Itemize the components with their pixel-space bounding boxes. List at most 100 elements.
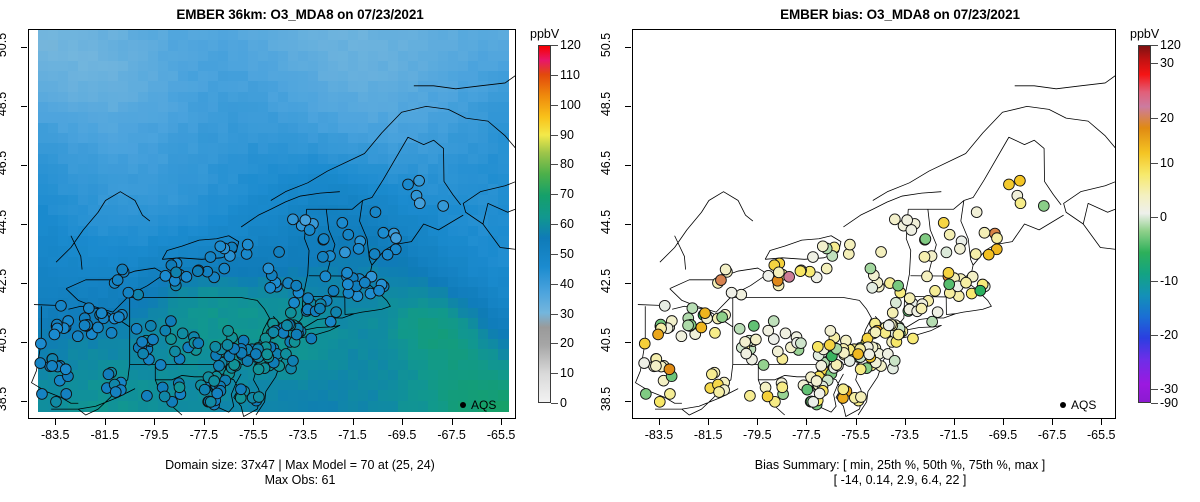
aqs-site-marker <box>767 315 780 327</box>
model-grid-cell <box>378 50 389 62</box>
model-grid-cell <box>348 318 359 330</box>
model-grid-cell <box>498 266 509 278</box>
model-grid-cell <box>258 194 269 206</box>
model-grid-cell <box>308 380 319 391</box>
model-grid-cell <box>48 287 59 299</box>
model-grid-cell <box>178 277 189 289</box>
model-grid-cell <box>38 143 49 155</box>
model-grid-cell <box>428 153 439 165</box>
model-grid-cell <box>478 380 489 391</box>
model-grid-cell <box>118 359 129 371</box>
model-grid-cell <box>258 60 269 72</box>
model-grid-cell <box>248 91 259 103</box>
model-grid-cell <box>398 122 409 134</box>
model-grid-cell <box>398 390 409 402</box>
model-grid-cell <box>418 91 429 103</box>
model-grid-cell <box>488 50 499 62</box>
aqs-site-marker <box>779 327 792 340</box>
model-grid-cell <box>348 122 359 134</box>
model-grid-cell <box>58 112 69 124</box>
model-grid-cell <box>308 256 319 268</box>
model-grid-cell <box>368 153 379 165</box>
model-grid-cell <box>468 194 479 206</box>
aqs-site-marker <box>699 307 711 319</box>
model-grid-cell <box>358 338 369 350</box>
colorbar-tick-label: 30 <box>560 306 574 321</box>
model-grid-cell <box>168 143 179 155</box>
model-grid-cell <box>288 205 299 216</box>
model-grid-cell <box>78 400 89 412</box>
model-grid-cell <box>98 266 109 278</box>
aqs-site-marker <box>59 363 72 376</box>
model-grid-cell <box>408 112 419 124</box>
model-grid-cell <box>158 235 169 247</box>
model-grid-cell <box>278 287 289 299</box>
model-grid-cell <box>398 287 409 299</box>
aqs-site-marker <box>855 391 867 403</box>
model-grid-cell <box>118 50 129 62</box>
panel-bias-title: EMBER bias: O3_MDA8 on 07/23/2021 <box>780 7 1020 22</box>
aqs-site-marker <box>942 267 955 279</box>
model-grid-cell <box>228 235 239 247</box>
model-grid-cell <box>348 297 359 309</box>
model-grid-cell <box>298 71 309 83</box>
aqs-site-marker <box>60 388 73 400</box>
model-grid-cell <box>88 266 99 278</box>
aqs-site-marker <box>892 328 905 341</box>
model-grid-cell <box>178 205 189 216</box>
model-grid-cell <box>288 256 299 268</box>
model-grid-cell <box>48 266 59 278</box>
model-grid-cell <box>358 174 369 186</box>
aqs-site-marker <box>931 306 944 318</box>
model-grid-cell <box>498 143 509 155</box>
model-grid-cell <box>308 81 319 93</box>
model-grid-cell <box>368 132 379 144</box>
model-grid-cell <box>158 153 169 165</box>
model-grid-cell <box>358 328 369 340</box>
model-grid-cell <box>478 184 489 196</box>
model-grid-cell <box>148 215 159 227</box>
model-grid-cell <box>208 50 219 62</box>
model-grid-cell <box>58 60 69 72</box>
model-grid-cell <box>338 71 349 83</box>
model-grid-cell <box>388 40 399 52</box>
model-grid-cell <box>408 153 419 165</box>
model-grid-cell <box>428 194 439 206</box>
model-grid-cell <box>218 308 229 319</box>
model-grid-cell <box>138 143 149 155</box>
model-grid-cell <box>498 380 509 391</box>
model-grid-cell <box>88 143 99 155</box>
model-grid-cell <box>478 390 489 402</box>
model-grid-cell <box>158 225 169 237</box>
model-grid-cell <box>448 163 459 175</box>
model-grid-cell <box>438 390 449 402</box>
model-grid-cell <box>348 380 359 391</box>
model-grid-cell <box>428 184 439 196</box>
aqs-site-marker <box>218 262 231 275</box>
model-grid-cell <box>48 277 59 289</box>
model-grid-cell <box>188 277 199 289</box>
aqs-site-marker <box>358 276 371 289</box>
model-grid-cell <box>258 102 269 113</box>
aqs-site-marker <box>299 214 312 226</box>
bias-aqs-legend-label: AQS <box>1071 398 1097 412</box>
model-grid-cell <box>268 81 279 93</box>
model-grid-cell <box>248 369 259 381</box>
model-grid-cell <box>108 91 119 103</box>
model-grid-cell <box>58 338 69 350</box>
model-grid-cell <box>138 297 149 309</box>
model-grid-cell <box>278 225 289 237</box>
model-grid-cell <box>38 297 49 309</box>
model-grid-cell <box>498 122 509 134</box>
model-grid-cell <box>198 143 209 155</box>
model-grid-cell <box>468 122 479 134</box>
model-grid-cell <box>388 91 399 103</box>
aqs-site-marker <box>761 390 774 403</box>
model-grid-cell <box>428 246 439 258</box>
model-grid-cell <box>198 287 209 299</box>
model-grid-cell <box>98 225 109 237</box>
model-grid-cell <box>288 30 299 41</box>
model-grid-cell <box>458 112 469 124</box>
model-grid-cell <box>398 235 409 247</box>
model-grid-cell <box>68 30 79 41</box>
